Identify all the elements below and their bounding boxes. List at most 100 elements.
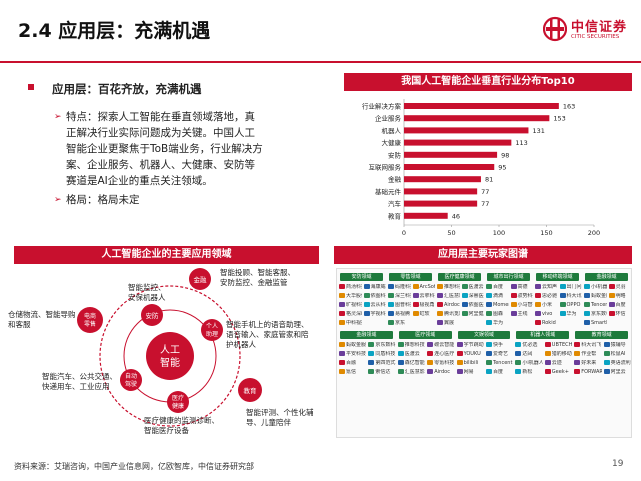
node-security: 安防 (141, 304, 163, 326)
company-item: 京东 (388, 320, 411, 327)
features-line-2: 正解决行业实际问题成为关键。中国人工 (66, 127, 255, 139)
company-item: Airdoc (427, 369, 454, 376)
company-name: 云迹 (551, 360, 562, 366)
category-header: 文娱领域 (457, 331, 511, 339)
company-name: 旷视科技 (346, 302, 362, 308)
company-item: 优必选 (515, 342, 542, 349)
company-name: 达闼 (522, 351, 533, 357)
company-logo-icon (486, 351, 492, 356)
company-name: 思必驰 (542, 293, 558, 299)
value-label: 163 (563, 103, 575, 111)
company-item: 翼展 (437, 320, 460, 327)
bar (404, 200, 478, 207)
outer-dashed-ring (99, 285, 241, 427)
category-header: 教育领域 (575, 331, 628, 339)
company-name: 百度 (493, 369, 504, 375)
company-name: 小i机器人 (522, 360, 543, 366)
company-logo-icon (510, 284, 517, 289)
company-name: vivo (542, 311, 553, 317)
company-name: 新松 (522, 369, 533, 375)
company-name: 医渡云 (404, 351, 420, 357)
category-label: 安防 (388, 150, 402, 159)
retail-desc-text: 仓储物流、智能导购 和客服 (8, 310, 76, 329)
company-logo-icon (339, 342, 345, 347)
company-logo-icon (461, 302, 468, 307)
company-name: 京东数科 (375, 342, 396, 348)
company-name: 百度 (493, 284, 504, 290)
company-item: FORWARDX (574, 369, 602, 376)
logo-en-text: CITIC SECURITIES (571, 34, 620, 40)
company-name: 大华股份 (346, 293, 362, 299)
company-item: 猿辅导 (603, 342, 631, 349)
security-desc-text: 智能监控、 安保机器人 (128, 283, 166, 302)
company-item: 华为 (559, 311, 583, 318)
company-item: 新松 (515, 369, 542, 376)
company-logo-icon (603, 360, 610, 365)
company-name: 第四范式 (375, 360, 396, 366)
company-item: 高德 (510, 284, 534, 291)
company-logo-icon (608, 293, 615, 298)
company-logo-icon (412, 311, 419, 316)
company-logo-icon (559, 302, 566, 307)
company-name: 翼展 (444, 320, 455, 326)
node-assistant: 个人 助理 (201, 319, 223, 341)
arrow-bullet-icon: ➢ (54, 112, 62, 122)
players-map: 安防领域商汤科技 海康威视大华股份 依图科技旷视科技 云从科技格灵深瞳 宇视科技中科视拓… (336, 268, 632, 438)
company-item: 小马智行 (510, 302, 533, 309)
category-header: 城市出行领域 (487, 273, 530, 281)
company-item: 爱奇艺 (486, 351, 513, 358)
company-name: SmartMore (591, 320, 607, 326)
features-line-1: 特点：探索人工智能在垂直领域落地，真 (66, 111, 255, 123)
value-label: 113 (515, 139, 527, 147)
company-name: 零氪科技 (434, 360, 455, 366)
company-name: 依图科技 (370, 293, 387, 299)
company-logo-icon (437, 302, 443, 307)
company-item: 达闼 (515, 351, 542, 358)
company-item: 索信达 (368, 369, 395, 376)
node-medical: 医疗 健康 (167, 391, 189, 413)
company-logo-icon (339, 351, 345, 356)
company-name: 推想科技 (404, 342, 425, 348)
company-name: 汇医慧影 (444, 293, 460, 299)
company-name: 依图医疗 (468, 302, 485, 308)
players-header: 应用层主要玩家图谱 (334, 246, 632, 264)
features-line-3: 智能企业更聚焦于ToB端业务，行业解决方 (66, 143, 263, 155)
company-name: OPPO (566, 302, 581, 308)
value-label: 77 (481, 188, 489, 196)
category-label: 教育 (388, 211, 402, 220)
value-label: 131 (532, 127, 544, 135)
company-logo-icon (461, 311, 468, 316)
company-item: 环信 (608, 311, 632, 318)
company-name: 明略 (615, 293, 626, 299)
company-logo-icon (535, 311, 541, 316)
company-item: 小i机器人 (584, 284, 607, 291)
title-rule (0, 61, 641, 63)
category-label: 大健康 (382, 138, 402, 147)
industry-bar-chart: 行业解决方案 163 企业服务 153 机器人 131 大健康 113 安防 98 互联网服务 95 金… (362, 99, 600, 237)
company-item: 图森 (486, 311, 509, 318)
company-item: 网易 (456, 369, 484, 376)
company-item: 推想科技 (397, 342, 425, 349)
company-item: Geek+ (544, 369, 572, 376)
medical-desc-text: 医疗健康的监测诊断、 智能医疗设备 (144, 416, 219, 435)
company-logo-icon (584, 293, 590, 298)
company-item: 蚂蚁金服 (339, 342, 366, 349)
company-name: Rokid (542, 320, 556, 326)
company-name: 科大讯飞 (566, 293, 583, 299)
company-logo-icon (574, 369, 581, 374)
company-logo-icon (544, 351, 551, 356)
company-name: Tencent (493, 360, 513, 366)
company-item: Tencent (584, 302, 607, 309)
company-item: 蚂蚁金服 (584, 293, 607, 300)
value-label: 77 (481, 200, 489, 208)
company-logo-icon (584, 320, 590, 325)
company-name: 云拿科技 (419, 293, 436, 299)
company-name: 出门问问 (566, 284, 583, 290)
finance-desc-text: 智能投顾、智能客服、 安防监控、金融监管 (220, 268, 295, 287)
company-logo-icon (456, 351, 463, 356)
company-name: 阿里云 (610, 369, 626, 375)
company-logo-icon (544, 369, 551, 374)
company-item: 驭势科技 (510, 293, 533, 300)
company-logo-icon (397, 360, 404, 365)
company-item: 云知声 (535, 284, 558, 291)
